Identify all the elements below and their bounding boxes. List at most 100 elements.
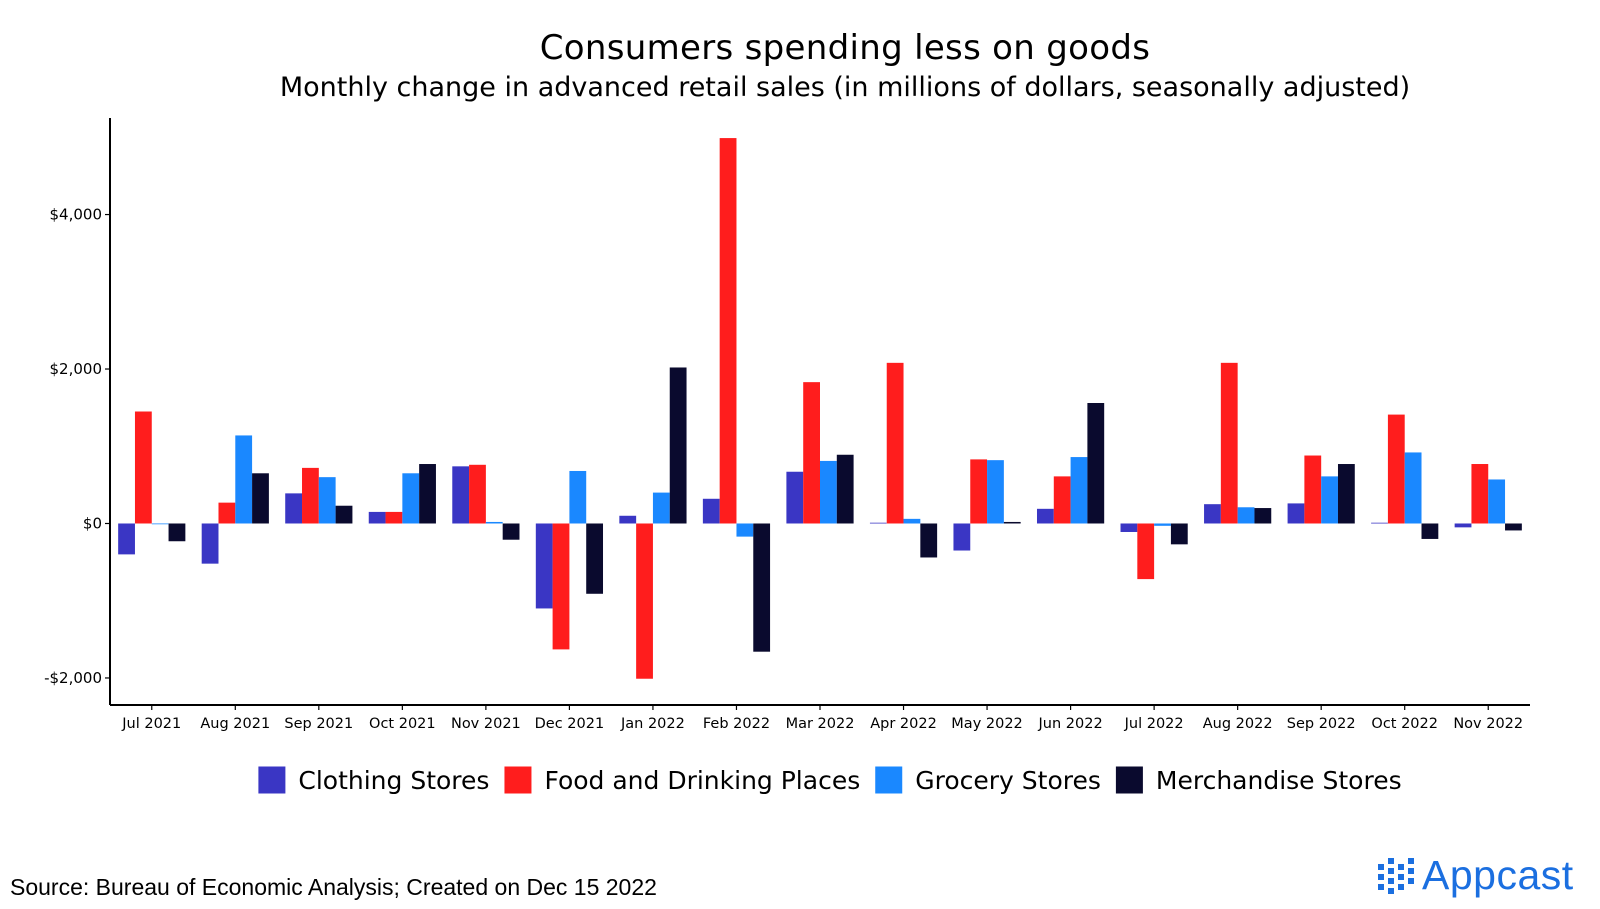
legend-label-clothing-stores: Clothing Stores [298, 766, 489, 795]
bar-food-and-drinking-places-sep-2022 [1304, 455, 1322, 524]
legend-swatch-grocery-stores [875, 766, 903, 794]
bar-merchandise-stores-oct-2022 [1421, 523, 1439, 539]
x-tick-label: Apr 2022 [870, 716, 937, 732]
legend-label-food-and-drinking-places: Food and Drinking Places [544, 766, 860, 795]
bar-clothing-stores-nov-2021 [452, 466, 470, 524]
x-tick-label: Sep 2022 [1287, 716, 1356, 732]
bar-merchandise-stores-jun-2022 [1087, 403, 1105, 524]
bar-grocery-stores-oct-2022 [1404, 452, 1422, 524]
bar-grocery-stores-nov-2022 [1488, 479, 1506, 524]
bar-merchandise-stores-nov-2021 [502, 523, 520, 540]
bar-clothing-stores-nov-2022 [1454, 523, 1472, 528]
bar-grocery-stores-jan-2022 [652, 492, 670, 524]
x-tick-label: Jun 2022 [1038, 716, 1103, 732]
bar-merchandise-stores-dec-2021 [586, 523, 604, 594]
bar-clothing-stores-jun-2022 [1036, 508, 1054, 524]
legend-label-grocery-stores: Grocery Stores [915, 766, 1101, 795]
bar-food-and-drinking-places-dec-2021 [552, 523, 570, 650]
bar-food-and-drinking-places-apr-2022 [886, 362, 904, 524]
y-tick-label: $0 [83, 514, 102, 532]
chart-subtitle: Monthly change in advanced retail sales … [279, 72, 1411, 103]
bar-grocery-stores-sep-2022 [1321, 476, 1338, 524]
legend: Clothing Stores Food and Drinking Places G… [258, 766, 1402, 795]
bar-clothing-stores-sep-2021 [285, 493, 303, 524]
bar-clothing-stores-dec-2021 [535, 523, 553, 609]
legend-swatch-merchandise-stores [1115, 766, 1143, 794]
legend-label-merchandise-stores: Merchandise Stores [1156, 766, 1402, 795]
chart-title: Consumers spending less on goods [539, 28, 1151, 68]
bar-food-and-drinking-places-jan-2022 [636, 523, 653, 679]
bar-grocery-stores-sep-2021 [318, 477, 336, 524]
bar-clothing-stores-oct-2022 [1371, 522, 1388, 524]
y-tick-label: $4,000 [50, 206, 103, 224]
y-tick-label: $2,000 [50, 360, 103, 378]
bar-merchandise-stores-jul-2021 [168, 523, 186, 542]
bar-clothing-stores-sep-2022 [1287, 503, 1305, 524]
bars-group [118, 138, 1522, 679]
bar-food-and-drinking-places-may-2022 [970, 459, 988, 524]
bar-grocery-stores-jul-2022 [1154, 523, 1171, 526]
bar-food-and-drinking-places-jul-2022 [1137, 523, 1155, 580]
bar-merchandise-stores-jul-2022 [1170, 523, 1188, 545]
bar-grocery-stores-jun-2022 [1070, 457, 1088, 524]
bar-clothing-stores-oct-2021 [368, 511, 386, 524]
x-tick-label: Jan 2022 [620, 716, 685, 732]
bar-clothing-stores-apr-2022 [869, 522, 887, 524]
x-tick-label: May 2022 [951, 716, 1023, 732]
bar-food-and-drinking-places-aug-2022 [1220, 362, 1238, 524]
bar-food-and-drinking-places-jul-2021 [134, 411, 152, 524]
bar-grocery-stores-aug-2021 [235, 435, 253, 524]
bar-food-and-drinking-places-oct-2021 [385, 511, 403, 524]
appcast-logo: Appcast [1378, 850, 1574, 900]
bar-grocery-stores-mar-2022 [820, 460, 837, 524]
bar-grocery-stores-nov-2021 [485, 521, 503, 524]
bar-merchandise-stores-may-2022 [1003, 521, 1021, 524]
bar-grocery-stores-jul-2021 [151, 523, 169, 525]
bar-clothing-stores-jul-2022 [1120, 523, 1138, 532]
bar-merchandise-stores-jan-2022 [669, 367, 687, 524]
bar-merchandise-stores-mar-2022 [836, 454, 854, 524]
bar-grocery-stores-apr-2022 [903, 518, 921, 524]
bar-clothing-stores-feb-2022 [702, 498, 720, 524]
x-tick-label: Oct 2021 [369, 716, 436, 732]
bar-food-and-drinking-places-aug-2021 [218, 502, 236, 524]
x-tick-label: Sep 2021 [284, 716, 353, 732]
bar-food-and-drinking-places-jun-2022 [1053, 476, 1071, 524]
x-tick-label: Dec 2021 [535, 716, 605, 732]
x-tick-label: Oct 2022 [1371, 716, 1438, 732]
bar-clothing-stores-aug-2021 [201, 523, 219, 564]
x-tick-label: Aug 2022 [1203, 716, 1273, 732]
bar-merchandise-stores-apr-2022 [920, 523, 938, 558]
source-note: Source: Bureau of Economic Analysis; Cre… [10, 874, 657, 900]
bar-merchandise-stores-aug-2022 [1254, 508, 1272, 524]
bar-merchandise-stores-nov-2022 [1505, 523, 1522, 531]
y-tick-label: -$2,000 [44, 669, 102, 687]
bar-grocery-stores-oct-2021 [402, 473, 420, 524]
bar-clothing-stores-aug-2022 [1204, 504, 1221, 524]
legend-swatch-clothing-stores [258, 766, 286, 794]
bar-merchandise-stores-sep-2022 [1337, 464, 1355, 524]
bar-merchandise-stores-aug-2021 [252, 473, 269, 524]
bar-clothing-stores-jan-2022 [619, 515, 637, 524]
bar-merchandise-stores-sep-2021 [335, 505, 353, 524]
bar-food-and-drinking-places-feb-2022 [719, 138, 737, 524]
bar-food-and-drinking-places-nov-2021 [469, 464, 486, 524]
bar-grocery-stores-may-2022 [987, 460, 1004, 524]
bar-grocery-stores-dec-2021 [569, 470, 587, 524]
appcast-logo-icon [1378, 858, 1414, 894]
logo-text: Appcast [1422, 851, 1574, 898]
x-tick-label: Aug 2021 [200, 716, 270, 732]
bar-clothing-stores-jul-2021 [118, 523, 135, 555]
bar-food-and-drinking-places-nov-2022 [1471, 464, 1489, 524]
x-tick-label: Jul 2021 [121, 716, 181, 732]
bar-food-and-drinking-places-oct-2022 [1387, 414, 1405, 524]
bar-grocery-stores-aug-2022 [1237, 507, 1255, 524]
x-tick-label: Nov 2021 [451, 716, 521, 732]
x-tick-label: Jul 2022 [1124, 716, 1184, 732]
x-tick-label: Nov 2022 [1453, 716, 1523, 732]
bar-clothing-stores-mar-2022 [786, 471, 804, 524]
x-tick-label: Feb 2022 [703, 716, 770, 732]
bar-grocery-stores-feb-2022 [736, 523, 754, 537]
legend-swatch-food-and-drinking-places [504, 766, 532, 794]
